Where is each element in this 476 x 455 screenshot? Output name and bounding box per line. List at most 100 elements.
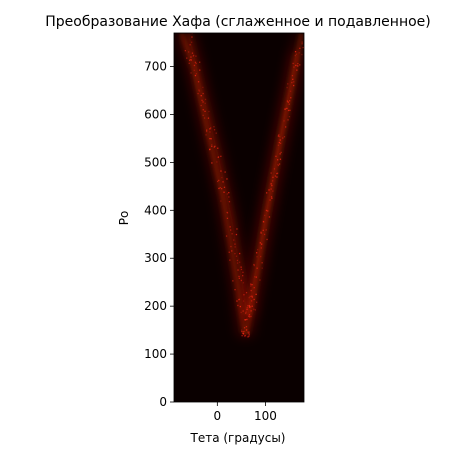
heatmap-speckle bbox=[277, 144, 280, 146]
band-right-inner-branch bbox=[245, 51, 299, 316]
heatmap-speckle bbox=[200, 104, 202, 107]
heatmap-speckle bbox=[246, 307, 248, 309]
heatmap-speckle bbox=[201, 99, 203, 101]
heatmap-speckle bbox=[205, 134, 207, 136]
heatmap-speckle bbox=[226, 217, 229, 219]
heatmap-speckle bbox=[277, 172, 279, 174]
heatmap-speckle bbox=[229, 259, 231, 261]
heatmap-speckle bbox=[220, 155, 222, 157]
heatmap-speckle bbox=[287, 83, 289, 85]
heatmap-speckle bbox=[245, 326, 248, 328]
heatmap-speckle bbox=[236, 300, 238, 302]
heatmap-speckle bbox=[209, 138, 211, 140]
heatmap-speckle bbox=[202, 109, 204, 111]
heatmap-speckle bbox=[294, 54, 296, 57]
heatmap-speckle bbox=[263, 233, 266, 236]
heatmap-speckle bbox=[243, 294, 245, 296]
heatmap-speckle bbox=[197, 81, 200, 83]
heatmap-speckle bbox=[193, 64, 196, 67]
heatmap-speckle bbox=[234, 243, 236, 245]
heatmap-speckle bbox=[286, 100, 289, 102]
plot-area bbox=[173, 32, 305, 403]
heatmap-speckle bbox=[236, 259, 239, 262]
heatmap-speckle bbox=[240, 311, 242, 314]
heatmap-speckle bbox=[299, 47, 301, 49]
heatmap-speckle bbox=[245, 292, 248, 294]
heatmap-speckle bbox=[226, 211, 228, 214]
heatmap-speckle bbox=[295, 64, 297, 67]
heatmap-speckle bbox=[240, 279, 242, 282]
heatmap-speckle bbox=[299, 64, 301, 66]
heatmap-speckle bbox=[202, 92, 204, 95]
heatmap-speckle bbox=[270, 188, 272, 190]
heatmap-speckle bbox=[266, 238, 268, 241]
heatmap-speckle bbox=[206, 130, 208, 133]
heatmap-speckle bbox=[225, 235, 228, 237]
heatmap-speckle bbox=[298, 52, 300, 54]
heatmap-speckle bbox=[190, 56, 192, 58]
heatmap-speckle bbox=[220, 170, 222, 172]
heatmap-speckle bbox=[208, 110, 210, 113]
heatmap-speckle bbox=[289, 90, 292, 92]
heatmap-speckle bbox=[206, 129, 208, 131]
y-tick-label: 300 bbox=[144, 251, 167, 265]
heatmap-speckle bbox=[291, 75, 294, 77]
heatmap-speckle bbox=[255, 276, 257, 278]
heatmap-speckle bbox=[193, 54, 195, 57]
heatmap-speckle bbox=[195, 62, 197, 65]
heatmap-speckle bbox=[238, 298, 240, 301]
heatmap-speckle bbox=[248, 335, 250, 337]
heatmap-speckle bbox=[241, 335, 243, 337]
heatmap-speckle bbox=[248, 333, 250, 335]
heatmap-speckle bbox=[242, 275, 244, 277]
heatmap-speckle bbox=[232, 280, 234, 282]
heatmap-speckle bbox=[192, 55, 194, 57]
x-tick-label: 0 bbox=[214, 409, 222, 423]
heatmap-speckle bbox=[234, 253, 236, 255]
heatmap-speckle bbox=[184, 50, 186, 52]
heatmap-speckle bbox=[277, 135, 280, 137]
heatmap-speckle bbox=[274, 175, 277, 177]
heatmap-speckle bbox=[203, 117, 206, 119]
heatmap-speckle bbox=[223, 186, 226, 188]
heatmap-speckle bbox=[237, 269, 239, 271]
heatmap-speckle bbox=[260, 232, 262, 234]
heatmap-speckle bbox=[245, 312, 247, 314]
heatmap-speckle bbox=[246, 308, 248, 311]
heatmap-speckle bbox=[194, 74, 197, 77]
heatmap-speckle bbox=[296, 69, 298, 71]
heatmap-speckle bbox=[209, 128, 211, 130]
heatmap-speckle bbox=[276, 172, 278, 175]
heatmap-speckle bbox=[270, 196, 273, 198]
heatmap-speckle bbox=[195, 73, 198, 75]
heatmap-speckle bbox=[261, 267, 263, 269]
heatmap-speckle bbox=[199, 61, 201, 63]
heatmap-speckle bbox=[204, 102, 206, 104]
heatmap-speckle bbox=[251, 295, 253, 297]
y-tick-label: 600 bbox=[144, 107, 167, 121]
heatmap-speckle bbox=[285, 126, 287, 128]
heatmap-speckle bbox=[273, 168, 276, 170]
y-axis-label: Ро bbox=[117, 211, 131, 226]
heatmap-speckle bbox=[297, 63, 299, 65]
heatmap-speckle bbox=[279, 158, 282, 160]
heatmap-speckle bbox=[243, 330, 245, 333]
heatmap-speckle bbox=[259, 279, 261, 281]
heatmap-speckle bbox=[249, 316, 251, 318]
heatmap-speckle bbox=[287, 109, 290, 112]
heatmap-speckle bbox=[202, 86, 204, 89]
heatmap-speckle bbox=[235, 233, 238, 236]
chart-title: Преобразование Хафа (сглаженное и подавл… bbox=[45, 14, 431, 30]
heatmap-speckle bbox=[186, 57, 188, 59]
heatmap-speckle bbox=[279, 135, 281, 138]
heatmap-speckle bbox=[228, 192, 230, 194]
heatmap-speckle bbox=[204, 98, 207, 101]
heatmap-speckle bbox=[248, 331, 250, 333]
heatmap-speckle bbox=[216, 161, 218, 163]
x-axis: 0 100 bbox=[214, 402, 277, 423]
heatmap-speckle bbox=[260, 247, 262, 249]
heatmap-speckle bbox=[239, 252, 241, 255]
heatmap-speckle bbox=[209, 148, 211, 151]
